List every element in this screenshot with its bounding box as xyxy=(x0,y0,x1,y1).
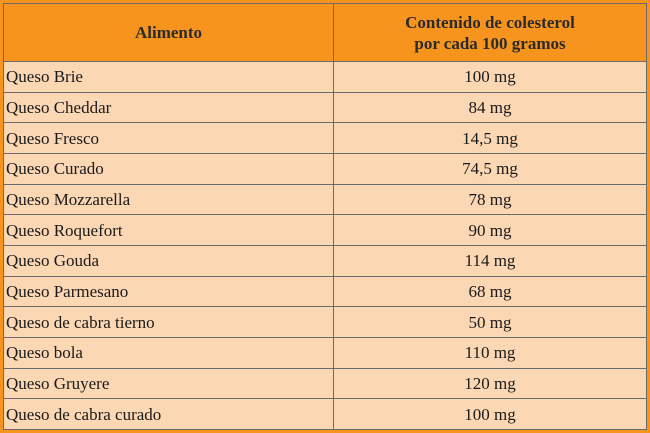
header-cholesterol-line1: Contenido de colesterol xyxy=(405,12,575,32)
cholesterol-cell: 100 mg xyxy=(333,61,647,93)
table-row: Queso Gruyere 120 mg xyxy=(3,367,647,400)
cholesterol-cell: 68 mg xyxy=(333,275,647,308)
header-cholesterol: Contenido de colesterol por cada 100 gra… xyxy=(333,3,647,62)
food-cell: Queso Gruyere xyxy=(3,367,334,400)
table-row: Queso Cheddar 84 mg xyxy=(3,91,647,124)
food-cell: Queso de cabra curado xyxy=(3,398,334,430)
cholesterol-cell: 14,5 mg xyxy=(333,122,647,154)
table-body: Queso Brie 100 mg Queso Cheddar 84 mg Qu… xyxy=(3,61,647,430)
food-cell: Queso Fresco xyxy=(3,122,334,154)
food-cell: Queso Gouda xyxy=(3,244,334,277)
cholesterol-cell: 50 mg xyxy=(333,306,647,338)
table-row: Queso Gouda 114 mg xyxy=(3,244,647,277)
table-row: Queso Brie 100 mg xyxy=(3,61,647,93)
table-row: Queso Mozzarella 78 mg xyxy=(3,183,647,216)
food-cell: Queso Parmesano xyxy=(3,275,334,308)
food-cell: Queso Roquefort xyxy=(3,214,334,246)
table-row: Queso Curado 74,5 mg xyxy=(3,152,647,185)
cholesterol-table: Alimento Contenido de colesterol por cad… xyxy=(3,3,647,430)
cholesterol-cell: 100 mg xyxy=(333,398,647,430)
table-row: Queso de cabra curado 100 mg xyxy=(3,398,647,430)
cholesterol-cell: 110 mg xyxy=(333,336,647,369)
food-cell: Queso Cheddar xyxy=(3,91,334,124)
food-cell: Queso Brie xyxy=(3,61,334,93)
food-cell: Queso Mozzarella xyxy=(3,183,334,216)
table-row: Queso Fresco 14,5 mg xyxy=(3,122,647,154)
table-header: Alimento Contenido de colesterol por cad… xyxy=(3,3,647,62)
header-row: Alimento Contenido de colesterol por cad… xyxy=(3,3,647,62)
cholesterol-cell: 90 mg xyxy=(333,214,647,246)
cholesterol-cell: 78 mg xyxy=(333,183,647,216)
food-cell: Queso Curado xyxy=(3,152,334,185)
food-cell: Queso bola xyxy=(3,336,334,369)
cholesterol-cell: 114 mg xyxy=(333,244,647,277)
food-cell: Queso de cabra tierno xyxy=(3,306,334,338)
cholesterol-cell: 74,5 mg xyxy=(333,152,647,185)
table-row: Queso Parmesano 68 mg xyxy=(3,275,647,308)
table-row: Queso de cabra tierno 50 mg xyxy=(3,306,647,338)
cholesterol-cell: 120 mg xyxy=(333,367,647,400)
header-cholesterol-line2: por cada 100 gramos xyxy=(414,33,566,53)
cholesterol-cell: 84 mg xyxy=(333,91,647,124)
header-food: Alimento xyxy=(3,3,334,62)
table-row: Queso Roquefort 90 mg xyxy=(3,214,647,246)
table-row: Queso bola 110 mg xyxy=(3,336,647,369)
